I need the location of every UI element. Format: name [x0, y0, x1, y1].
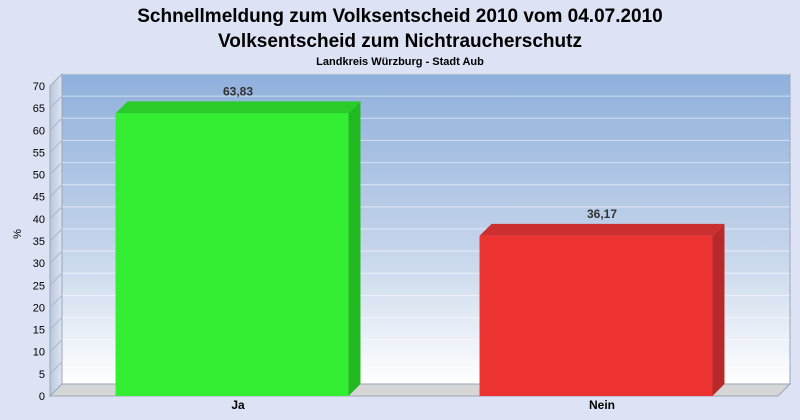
gridline-wall: [49, 184, 63, 198]
data-label: 36,17: [587, 207, 617, 221]
chart-caption: Landkreis Würzburg - Stadt Aub: [316, 56, 484, 68]
x-tick-label: Nein: [589, 398, 615, 412]
gridline-wall: [49, 295, 63, 308]
y-tick-label: 45: [33, 192, 45, 204]
gridline-wall: [49, 317, 63, 330]
y-tick-label: 70: [33, 81, 45, 93]
gridline-wall: [49, 361, 63, 375]
y-tick-label: 10: [33, 347, 45, 359]
y-tick-label: 55: [33, 147, 45, 159]
bar-nein: [479, 235, 713, 396]
y-tick-label: 20: [33, 302, 45, 314]
gridline-wall: [49, 250, 63, 264]
y-tick-label: 65: [33, 103, 45, 115]
bars: [115, 101, 725, 397]
y-tick-label: 60: [33, 125, 45, 137]
y-tick-label: 15: [33, 325, 45, 337]
gridline-wall: [49, 117, 63, 131]
y-tick-label: 25: [33, 280, 45, 292]
gridline-wall: [49, 272, 63, 286]
data-label: 63,83: [223, 84, 253, 98]
labels: 0 5 10 15 20 25 30 35 40 45 50 55 60 65 70 63,83 Ja 36,17…: [33, 81, 618, 412]
y-tick-label: 0: [39, 391, 45, 403]
gridline-wall: [49, 206, 63, 220]
y-axis-label: %: [12, 229, 24, 239]
y-tick-label: 35: [33, 236, 45, 248]
gridline-wall: [49, 95, 63, 109]
chart-title: Schnellmeldung zum Volksentscheid 2010 v…: [137, 6, 663, 27]
gridline-wall: [49, 73, 63, 87]
gridline-wall: [49, 140, 63, 153]
gridline-wall: [49, 339, 63, 353]
gridline-wall: [49, 228, 63, 242]
gridline-wall: [49, 162, 63, 175]
bar-ja: [115, 113, 349, 397]
y-tick-label: 5: [39, 369, 45, 381]
bar-side-nein: [712, 223, 725, 396]
x-tick-label: Ja: [231, 398, 245, 412]
y-tick-label: 30: [33, 258, 45, 270]
chart-subtitle: Volksentscheid zum Nichtraucherschutz: [218, 31, 582, 52]
bar-top-nein: [479, 223, 725, 236]
y-tick-label: 40: [33, 214, 45, 226]
y-tick-label: 50: [33, 170, 45, 182]
bar-side-ja: [348, 101, 361, 397]
bar-top-ja: [115, 101, 361, 114]
